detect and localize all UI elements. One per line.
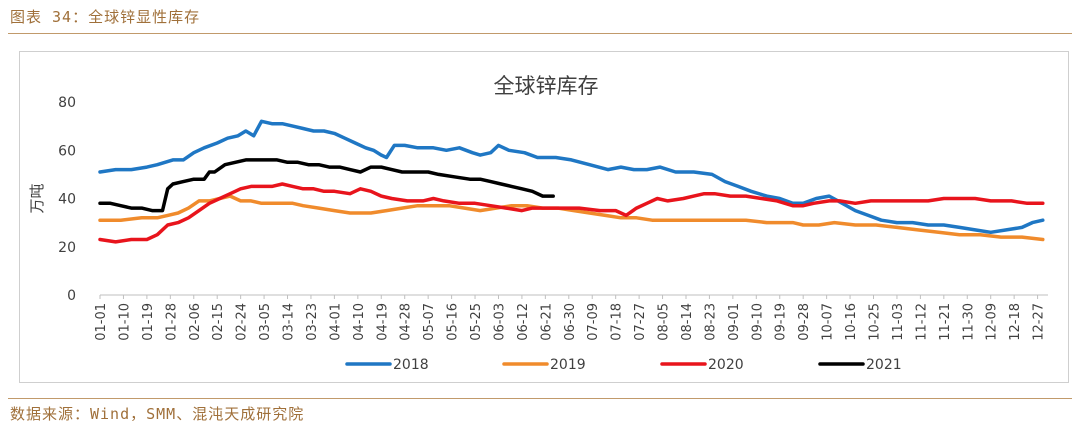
- x-tick-label: 07-27: [633, 303, 648, 341]
- source-divider: [8, 398, 1072, 399]
- x-tick-label: 11-03: [891, 303, 906, 341]
- x-tick-label: 03-14: [282, 303, 297, 341]
- legend-label-2020: 2020: [708, 357, 744, 373]
- x-tick-label: 06-03: [492, 303, 507, 341]
- x-tick-label: 09-19: [774, 303, 789, 341]
- x-tick-label: 04-28: [399, 303, 414, 341]
- x-tick-label: 08-14: [680, 303, 695, 341]
- x-tick-label: 08-05: [657, 303, 672, 341]
- x-tick-label: 04-01: [328, 303, 343, 341]
- x-tick-label: 07-18: [610, 303, 625, 341]
- legend-label-2018: 2018: [393, 357, 429, 373]
- x-tick-label: 06-30: [563, 303, 578, 341]
- x-tick-label: 01-19: [141, 303, 156, 341]
- x-tick-label: 08-23: [703, 303, 718, 341]
- x-tick-label: 02-24: [235, 303, 250, 341]
- legend: 2018 2019 2020 2021: [345, 357, 902, 373]
- x-tick-label: 12-27: [1032, 303, 1047, 341]
- x-tick-label: 06-12: [516, 303, 531, 341]
- series-line-2020: [98, 182, 1045, 244]
- x-tick-label: 07-09: [586, 303, 601, 341]
- y-tick-label: 60: [58, 143, 76, 159]
- source-note: 数据来源：Wind，SMM、混沌天成研究院: [10, 405, 305, 423]
- x-tick-label: 05-16: [446, 303, 461, 341]
- figure-caption: 图表 34：全球锌显性库存: [10, 8, 201, 26]
- chart-title: 全球锌库存: [494, 74, 599, 98]
- series-line-2019: [98, 194, 1045, 242]
- x-tick-label: 01-01: [94, 303, 109, 341]
- x-tick-label: 03-23: [305, 303, 320, 341]
- x-tick-label: 01-28: [164, 303, 179, 341]
- x-tick-label: 12-09: [985, 303, 1000, 341]
- y-tick-label: 40: [58, 192, 76, 208]
- y-tick-label: 20: [58, 240, 76, 256]
- x-tick-label: 03-05: [258, 303, 273, 341]
- x-tick-label: 10-25: [868, 303, 883, 341]
- legend-label-2019: 2019: [550, 357, 586, 373]
- x-tick-label: 11-21: [938, 303, 953, 341]
- x-tick-label: 06-21: [539, 303, 554, 341]
- x-tick-label: 11-30: [961, 303, 976, 341]
- caption-divider: [8, 33, 1072, 34]
- y-tick-label: 80: [58, 95, 76, 111]
- series-line-2021: [98, 158, 555, 213]
- y-axis: 万吨 0 20 40 60 80: [28, 95, 76, 304]
- x-tick-label: 05-07: [422, 303, 437, 341]
- series-layer: [98, 119, 1045, 244]
- x-tick-label: 04-19: [375, 303, 390, 341]
- x-tick-label: 12-18: [1008, 303, 1023, 341]
- x-axis: 01-01 01-10 01-19 01-28 02-06 02-15 02-24 03-05…: [94, 294, 1048, 341]
- y-axis-label: 万吨: [28, 183, 46, 213]
- x-tick-label: 02-06: [188, 303, 203, 341]
- chart-frame: [19, 51, 1069, 383]
- x-tick-label: 02-15: [211, 303, 226, 341]
- x-tick-label: 10-16: [844, 303, 859, 341]
- legend-label-2021: 2021: [866, 357, 902, 373]
- series-line-2018: [98, 119, 1045, 235]
- x-tick-label: 04-10: [352, 303, 367, 341]
- x-tick-label: 09-01: [727, 303, 742, 341]
- x-tick-label: 09-10: [750, 303, 765, 341]
- x-tick-label: 05-25: [469, 303, 484, 341]
- y-tick-label: 0: [67, 288, 76, 304]
- x-tick-label: 10-07: [821, 303, 836, 341]
- x-tick-label: 01-10: [117, 303, 132, 341]
- x-tick-label: 09-28: [797, 303, 812, 341]
- x-tick-label: 11-12: [914, 303, 929, 341]
